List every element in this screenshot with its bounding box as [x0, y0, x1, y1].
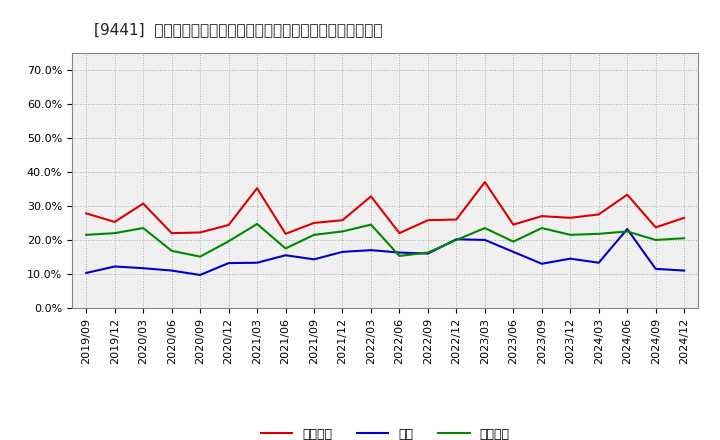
Text: [9441]  売上債権、在庫、買入債務の総資産に対する比率の推移: [9441] 売上債権、在庫、買入債務の総資産に対する比率の推移 [94, 22, 382, 37]
買入債務 [253, 221, 261, 227]
買入債務 [139, 225, 148, 231]
在庫 [395, 250, 404, 255]
買入債務 [310, 232, 318, 238]
在庫 [423, 251, 432, 256]
売上債権 [82, 211, 91, 216]
売上債権 [595, 212, 603, 217]
売上債権 [652, 225, 660, 230]
買入債務 [652, 237, 660, 242]
買入債務 [623, 229, 631, 234]
売上債権 [196, 230, 204, 235]
買入債務 [595, 231, 603, 236]
買入債務 [82, 232, 91, 238]
売上債権 [537, 213, 546, 219]
在庫 [82, 270, 91, 275]
買入債務 [225, 238, 233, 244]
買入債務 [338, 229, 347, 234]
売上債権 [423, 217, 432, 223]
在庫 [366, 248, 375, 253]
在庫 [225, 260, 233, 266]
在庫 [537, 261, 546, 266]
売上債権 [509, 222, 518, 227]
売上債権 [225, 222, 233, 227]
在庫 [623, 227, 631, 232]
買入債務 [423, 250, 432, 255]
売上債権 [338, 217, 347, 223]
買入債務 [680, 235, 688, 241]
売上債権 [139, 201, 148, 206]
在庫 [566, 256, 575, 261]
在庫 [139, 266, 148, 271]
買入債務 [196, 254, 204, 259]
在庫 [652, 266, 660, 271]
Line: 買入債務: 買入債務 [86, 224, 684, 257]
売上債権 [282, 231, 290, 236]
買入債務 [366, 222, 375, 227]
買入債務 [395, 253, 404, 259]
在庫 [509, 249, 518, 254]
売上債権 [680, 215, 688, 220]
Line: 売上債権: 売上債権 [86, 182, 684, 234]
買入債務 [167, 248, 176, 253]
売上債権 [253, 186, 261, 191]
Line: 在庫: 在庫 [86, 229, 684, 275]
在庫 [167, 268, 176, 273]
Legend: 売上債権, 在庫, 買入債務: 売上債権, 在庫, 買入債務 [255, 422, 516, 440]
売上債権 [566, 215, 575, 220]
買入債務 [537, 225, 546, 231]
在庫 [253, 260, 261, 265]
売上債権 [167, 231, 176, 236]
在庫 [196, 272, 204, 278]
売上債権 [395, 231, 404, 236]
売上債権 [623, 192, 631, 197]
在庫 [680, 268, 688, 273]
買入債務 [452, 237, 461, 242]
売上債権 [310, 220, 318, 226]
買入債務 [566, 232, 575, 238]
売上債権 [366, 194, 375, 199]
在庫 [282, 253, 290, 258]
在庫 [452, 237, 461, 242]
買入債務 [480, 225, 489, 231]
売上債権 [480, 180, 489, 185]
在庫 [310, 257, 318, 262]
売上債権 [452, 217, 461, 222]
買入債務 [509, 239, 518, 244]
在庫 [110, 264, 119, 269]
在庫 [480, 237, 489, 242]
在庫 [595, 260, 603, 265]
在庫 [338, 249, 347, 254]
売上債権 [110, 219, 119, 224]
買入債務 [110, 231, 119, 236]
買入債務 [282, 246, 290, 251]
